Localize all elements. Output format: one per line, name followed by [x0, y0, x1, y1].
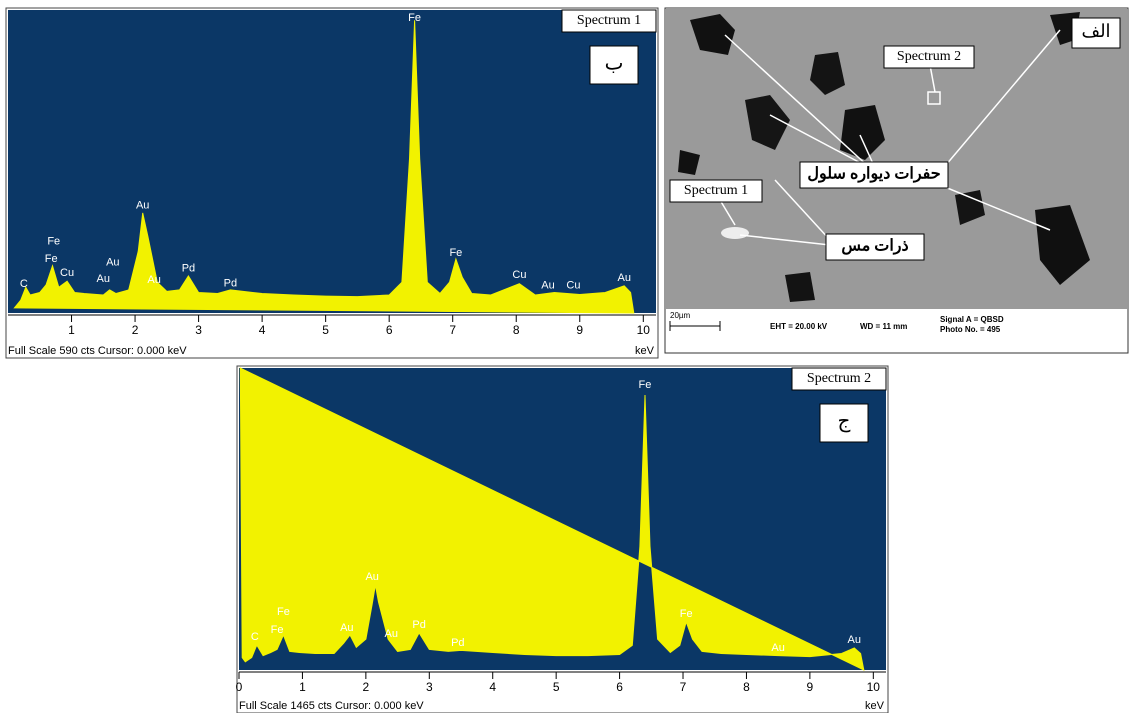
panel-label: ج	[838, 411, 851, 433]
peak-label: C	[251, 631, 259, 643]
x-axis-label: keV	[635, 345, 655, 357]
peak-label: Fe	[271, 624, 284, 636]
x-tick-label: 0	[236, 680, 243, 694]
x-tick-label: 9	[807, 680, 814, 694]
x-tick-label: 5	[553, 680, 560, 694]
x-tick-label: 6	[616, 680, 623, 694]
scale-bar-label: 20µm	[670, 311, 691, 320]
peak-label: Au	[97, 273, 110, 285]
spectrum-chart: 0 1 2 3 4 5 6 7 8 9 10 C Fe Fe Au Au Au Pd Pd Fe Fe Au Au Spect…	[236, 366, 888, 713]
peak-label: Cu	[512, 269, 526, 281]
x-tick-label: 2	[132, 323, 139, 337]
spectrum-title: Spectrum 1	[577, 13, 641, 28]
footer: Full Scale 1465 cts Cursor: 0.000 keV	[239, 700, 424, 712]
pits-label: حفرات دیواره سلول	[807, 166, 940, 184]
spectrum-title: Spectrum 2	[807, 371, 871, 386]
peak-label: Pd	[412, 619, 425, 631]
x-tick-label: 3	[426, 680, 433, 694]
peak-label: Au	[848, 634, 861, 646]
peak-label: Fe	[45, 253, 58, 265]
x-tick-label: 3	[195, 323, 202, 337]
x-tick-label: 7	[449, 323, 456, 337]
peak-label: Cu	[566, 280, 580, 292]
panel-label: الف	[1081, 21, 1110, 41]
wd: WD = 11 mm	[860, 322, 907, 331]
spectrum-1-label: Spectrum 1	[684, 183, 748, 198]
peak-label: Au	[340, 622, 353, 634]
peak-label: Fe	[449, 247, 462, 259]
peak-label: Au	[365, 571, 378, 583]
peak-label: Au	[385, 628, 398, 640]
footer: Full Scale 590 cts Cursor: 0.000 keV	[8, 345, 187, 357]
x-tick-label: 9	[576, 323, 583, 337]
peak-label: Au	[618, 272, 631, 284]
peak-label: Cu	[60, 267, 74, 279]
peak-label: Fe	[277, 606, 290, 618]
peak-label: C	[20, 278, 28, 290]
peak-label: Pd	[451, 637, 464, 649]
peak-label: Pd	[182, 263, 195, 275]
peak-label: Au	[771, 642, 784, 654]
peak-label: Au	[147, 274, 160, 286]
x-tick-label: 10	[867, 680, 881, 694]
panel-label: ب	[605, 53, 624, 75]
peak-label: Au	[136, 200, 149, 212]
x-tick-label: 10	[637, 323, 651, 337]
copper-particle	[721, 227, 749, 239]
copper-label: ذرات مس	[841, 238, 908, 256]
page: {"chart_data": [ {"type": "area", "title…	[0, 0, 1130, 718]
x-tick-label: 5	[322, 323, 329, 337]
spectrum-2-label: Spectrum 2	[897, 49, 961, 64]
peak-label: Fe	[680, 608, 693, 620]
x-tick-label: 8	[743, 680, 750, 694]
x-tick-label: 6	[386, 323, 393, 337]
photo-number: Photo No. = 495	[940, 325, 1001, 334]
sem-image: الف Spectrum 2 Spectrum 1 حفرات دیواره س…	[665, 8, 1128, 353]
peak-label: Fe	[47, 236, 60, 248]
x-tick-label: 8	[513, 323, 520, 337]
x-tick-label: 2	[363, 680, 370, 694]
x-tick-label: 4	[259, 323, 266, 337]
figure: الف Spectrum 2 Spectrum 1 حفرات دیواره س…	[0, 0, 1130, 713]
x-tick-label: 1	[299, 680, 306, 694]
eht: EHT = 20.00 kV	[770, 322, 828, 331]
signal: Signal A = QBSD	[940, 315, 1004, 324]
x-tick-label: 4	[489, 680, 496, 694]
x-tick-label: 1	[68, 323, 75, 337]
pit	[785, 272, 815, 302]
peak-label: Au	[106, 257, 119, 269]
peak-label: Fe	[408, 12, 421, 24]
x-axis-label: keV	[865, 700, 885, 712]
peak-label: Pd	[224, 278, 237, 290]
peak-label: Au	[541, 280, 554, 292]
peak-label: Fe	[639, 379, 652, 391]
x-tick-label: 7	[680, 680, 687, 694]
